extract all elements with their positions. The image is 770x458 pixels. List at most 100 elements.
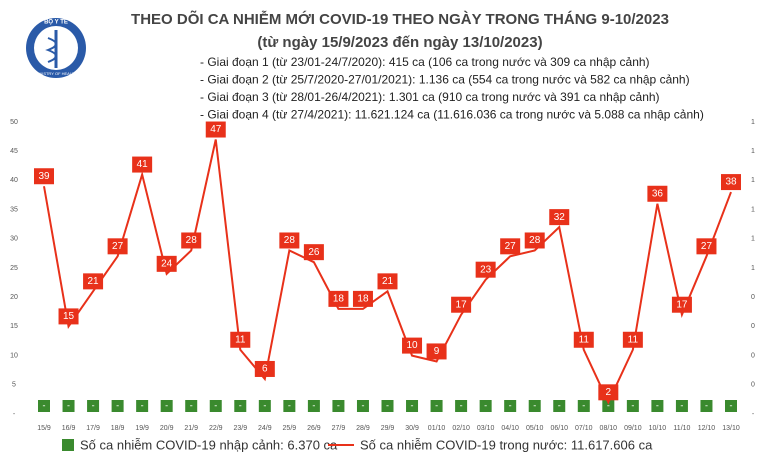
import-bar — [209, 400, 222, 412]
note: - Giai đoạn 2 (từ 25/7/2020-27/01/2021):… — [200, 73, 690, 87]
x-tick-label: 04/10 — [501, 425, 519, 432]
value-label-box — [721, 174, 741, 191]
import-bar — [160, 400, 173, 412]
x-tick-label: 16/9 — [62, 425, 76, 432]
import-label: - — [190, 400, 193, 410]
legend-label: Số ca nhiễm COVID-19 trong nước: 11.617.… — [360, 437, 653, 452]
value-label: 15 — [63, 311, 75, 322]
y-tick-label: 5 — [12, 382, 16, 389]
import-label: - — [509, 400, 512, 410]
x-tick-label: 18/9 — [111, 425, 125, 432]
import-bar — [332, 400, 345, 412]
import-label: - — [680, 400, 683, 410]
value-label: 18 — [357, 294, 369, 305]
value-label: 27 — [701, 241, 713, 252]
import-bar — [430, 400, 443, 412]
x-tick-label: 27/9 — [332, 425, 346, 432]
value-label-box — [647, 185, 668, 202]
import-bar — [185, 400, 198, 412]
import-bar — [626, 400, 639, 412]
import-bar — [602, 400, 615, 412]
import-label: - — [730, 400, 733, 410]
value-label: 11 — [628, 334, 639, 345]
value-label-box — [622, 331, 643, 348]
value-label-box — [549, 209, 570, 226]
value-label-box — [58, 308, 79, 325]
value-label-box — [451, 296, 472, 313]
import-bar — [87, 400, 100, 412]
y2-tick-label: 0 — [751, 323, 755, 330]
x-tick-label: 29/9 — [381, 425, 395, 432]
x-tick-label: 22/9 — [209, 425, 223, 432]
value-label-box — [671, 296, 692, 313]
value-label: 24 — [161, 258, 173, 269]
import-bar — [136, 400, 149, 412]
note: - Giai đoạn 4 (từ 27/4/2021): 11.621.124… — [200, 108, 704, 122]
value-label: 6 — [262, 364, 268, 375]
value-label-box — [500, 238, 521, 255]
import-label: - — [484, 400, 487, 410]
value-label-box — [205, 121, 226, 138]
y2-tick-label: 1 — [751, 148, 755, 155]
y-tick-label: - — [13, 411, 16, 418]
value-label: 9 — [434, 346, 440, 357]
value-label: 27 — [112, 241, 124, 252]
y2-tick-label: 1 — [751, 206, 755, 213]
value-label: 21 — [382, 276, 394, 287]
import-bar — [62, 400, 75, 412]
y-tick-label: 15 — [10, 323, 18, 330]
import-label: - — [239, 400, 242, 410]
x-tick-label: 13/10 — [722, 425, 740, 432]
value-label-box — [107, 238, 128, 255]
x-tick-label: 19/9 — [135, 425, 149, 432]
value-label: 18 — [333, 294, 345, 305]
chart-title: THEO DÕI CA NHIỄM MỚI COVID-19 THEO NGÀY… — [131, 10, 669, 28]
import-label: - — [460, 400, 463, 410]
value-label-box — [230, 331, 251, 348]
import-bar — [111, 400, 124, 412]
logo-subtext: MINISTRY OF HEALTH — [35, 71, 77, 76]
import-bar — [283, 400, 296, 412]
x-tick-label: 28/9 — [356, 425, 370, 432]
import-bar — [307, 400, 320, 412]
logo-text: BỘ Y TẾ — [44, 18, 68, 26]
import-label: - — [607, 400, 610, 410]
import-label: - — [337, 400, 340, 410]
import-label: - — [582, 400, 585, 410]
value-label-box — [696, 238, 717, 255]
value-label-box — [279, 232, 300, 249]
x-tick-label: 25/9 — [283, 425, 297, 432]
value-label-box — [34, 168, 54, 185]
import-label: - — [214, 400, 217, 410]
import-label: - — [141, 400, 144, 410]
chart-subtitle: (từ ngày 15/9/2023 đến ngày 13/10/2023) — [257, 34, 542, 51]
logo-snake — [45, 37, 57, 63]
import-label: - — [263, 400, 266, 410]
logo: BỘ Y TẾ MINISTRY OF HEALTH — [26, 18, 86, 78]
y2-tick-label: - — [752, 411, 755, 418]
import-bar — [356, 400, 369, 412]
x-tick-label: 02/10 — [452, 425, 470, 432]
value-label-box — [598, 384, 619, 401]
x-tick-label: 06/10 — [550, 425, 568, 432]
value-label: 39 — [38, 171, 50, 182]
import-label: - — [386, 400, 389, 410]
y2-tick-label: 1 — [751, 177, 755, 184]
import-bar — [700, 400, 713, 412]
legend-label: Số ca nhiễm COVID-19 nhập cảnh: 6.370 ca — [80, 437, 338, 452]
y-tick-label: 35 — [10, 206, 18, 213]
y-tick-label: 10 — [10, 352, 18, 359]
value-label: 11 — [235, 334, 246, 345]
import-bar — [479, 400, 492, 412]
y-tick-label: 25 — [10, 265, 18, 272]
y-tick-label: 30 — [10, 236, 18, 243]
legend-swatch — [62, 439, 74, 451]
value-label: 17 — [676, 299, 688, 310]
import-label: - — [656, 400, 659, 410]
value-label-box — [402, 337, 423, 354]
value-label-box — [377, 273, 398, 290]
import-bar — [38, 400, 50, 412]
x-tick-label: 07/10 — [575, 425, 593, 432]
y2-tick-label: 1 — [751, 236, 755, 243]
x-tick-label: 26/9 — [307, 425, 321, 432]
